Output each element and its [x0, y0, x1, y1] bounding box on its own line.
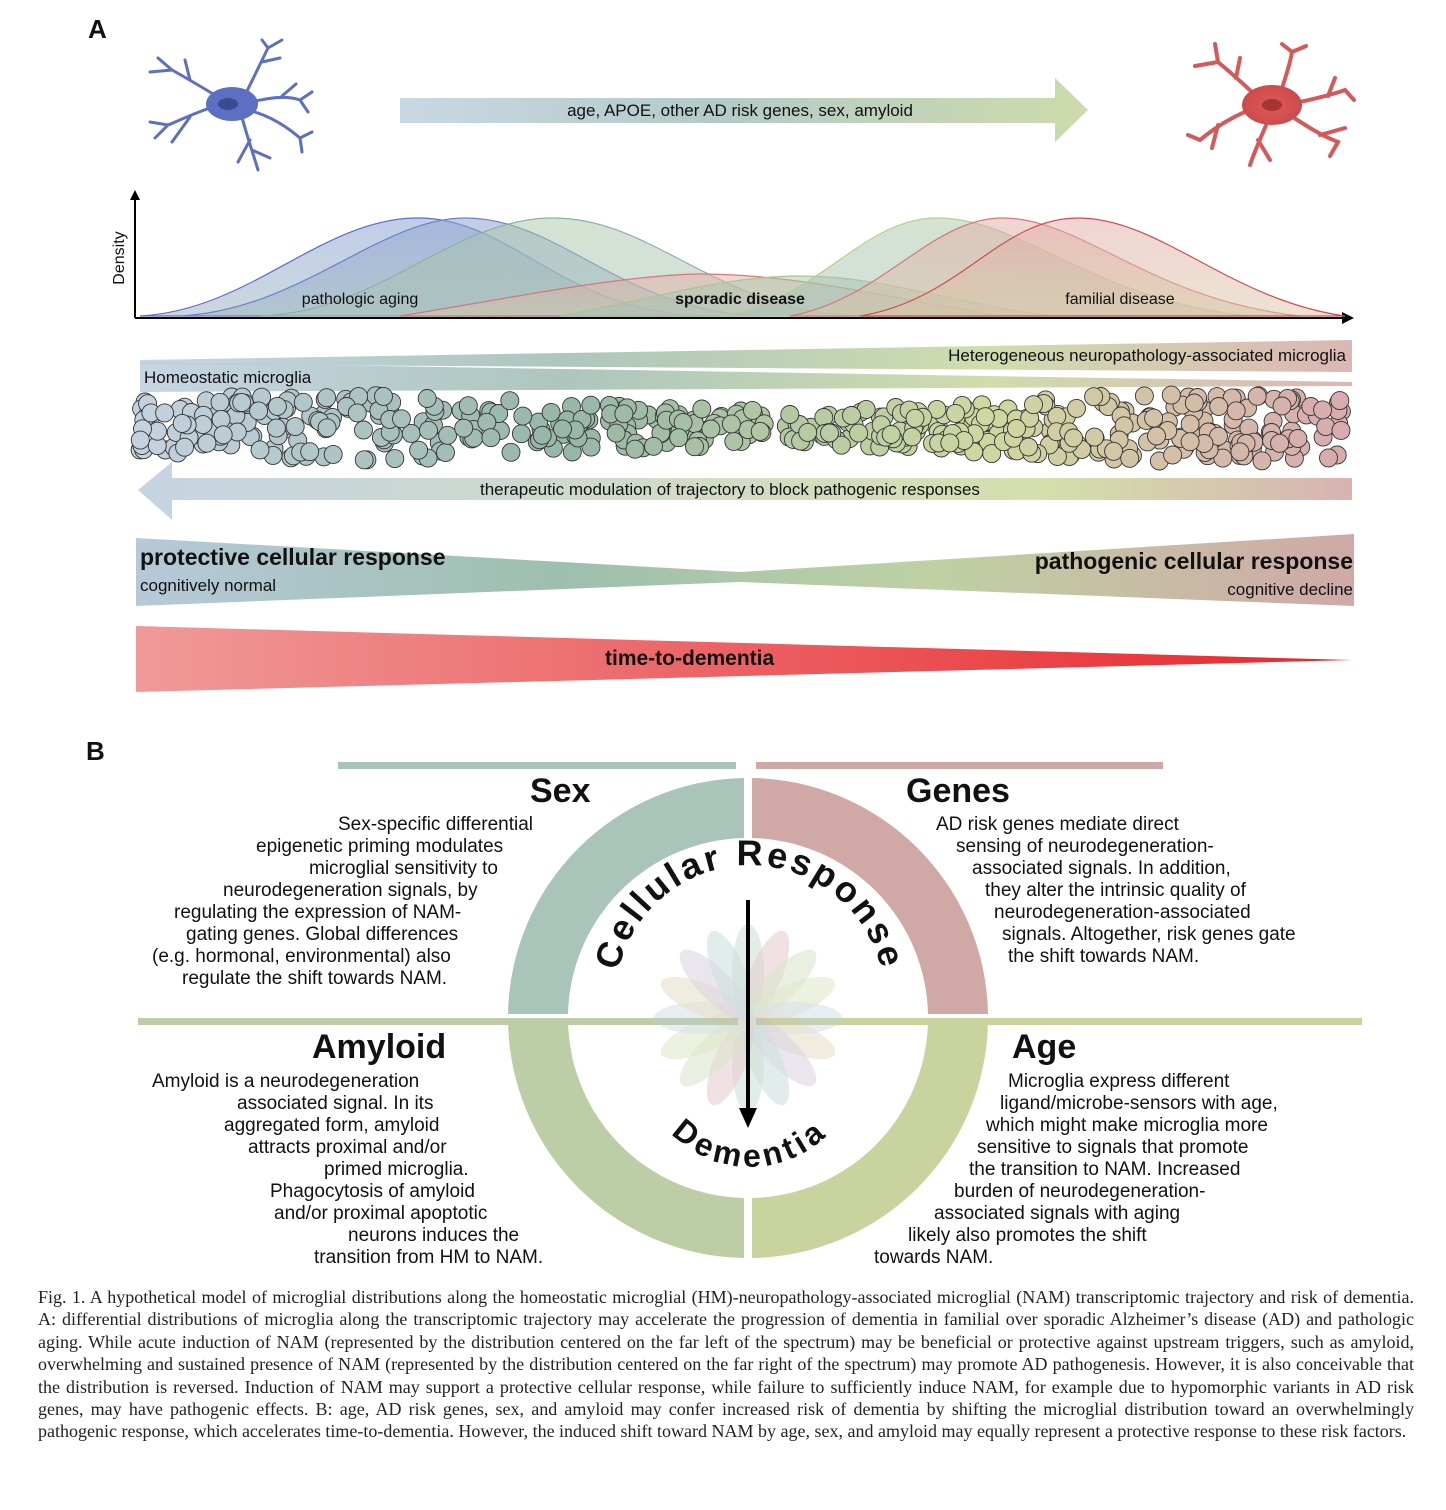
top-arrow-label: age, APOE, other AD risk genes, sex, amy…: [567, 101, 913, 120]
familial-disease-label: familial disease: [1065, 291, 1174, 308]
panel-a-letter: A: [88, 14, 107, 44]
genes-top-bar: [756, 762, 1163, 769]
figure-caption: Fig. 1. A hypothetical model of microgli…: [38, 1287, 1414, 1442]
response-band: [136, 534, 1354, 606]
protective-title: protective cellular response: [140, 544, 446, 570]
therapeutic-arrow: [138, 462, 1352, 520]
pathologic-aging-label: pathologic aging: [302, 291, 419, 308]
hnam-wedge: [140, 340, 1352, 372]
amyloid-mid-bar: [138, 1018, 738, 1025]
amyloid-title: Amyloid: [312, 1028, 447, 1066]
therapeutic-label: therapeutic modulation of trajectory to …: [480, 480, 980, 499]
age-mid-bar: [756, 1018, 1362, 1025]
sex-top-bar: [338, 762, 736, 769]
risk-factor-arrow: [400, 78, 1088, 142]
pathogenic-title: pathogenic cellular response: [1034, 548, 1353, 574]
pathogenic-sub: cognitive decline: [1227, 580, 1353, 599]
homeostatic-label: Homeostatic microglia: [144, 368, 312, 387]
sex-title: Sex: [530, 772, 591, 810]
sex-ring: [508, 778, 744, 1014]
flower-icon: [654, 924, 842, 1112]
panel-b-letter: B: [86, 736, 105, 766]
age-title: Age: [1012, 1028, 1077, 1066]
time-to-dementia-triangle: [136, 626, 1352, 692]
sporadic-disease-label: sporadic disease: [675, 291, 805, 308]
time-to-dementia-label: time-to-dementia: [605, 647, 775, 670]
genes-ring: [752, 778, 988, 1014]
genes-title: Genes: [906, 772, 1010, 810]
protective-sub: cognitively normal: [140, 576, 277, 595]
hnam-label: Heterogeneous neuropathology-associated …: [948, 346, 1346, 365]
microglia-cell-band: [130, 385, 1351, 471]
distribution-curves: [139, 217, 1346, 317]
age-ring: [752, 1022, 988, 1258]
homeostatic-wedge: [140, 362, 1352, 392]
amyloid-ring: [508, 1022, 744, 1258]
panel-a-graphics: Density pathologic aging sporadic diseas…: [111, 38, 1356, 692]
density-axis-label: Density: [111, 231, 128, 284]
panel-b-graphics: Cellular Response Dementia: [138, 762, 1362, 1258]
